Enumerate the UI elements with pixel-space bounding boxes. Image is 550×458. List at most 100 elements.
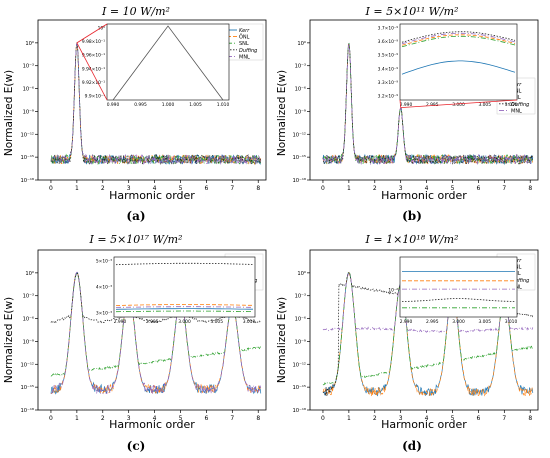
panel-b-xtick-label: 8 (528, 185, 532, 192)
panel-c-xtick-label: 8 (256, 415, 260, 422)
panel-c-xlabel: Harmonic order (109, 418, 195, 431)
panel-b-inset-xtick: 3.000 (452, 102, 465, 108)
panel-c-inset-curve (115, 308, 253, 310)
panel-d-title: I = 1×10¹⁸ W/m² (365, 233, 459, 246)
panel-c-xtick-label: 7 (230, 415, 234, 422)
panel-a-xtick-label: 1 (75, 185, 79, 192)
panel-c-inset-xtick: 3.000 (178, 319, 191, 325)
panel-b-inset-xtick: 3.005 (478, 102, 491, 108)
panel-b-inset-ytick: 3.2×10⁻⁹ (378, 94, 399, 100)
panel-b-xtick-label: 6 (476, 185, 480, 192)
panel-a-inset: 0.990 0.995 1.000 1.005 1.010 9.9×10⁻¹ 9.92×10… (82, 23, 229, 108)
panel-a-legend-label: SNL (239, 41, 249, 47)
panel-c-xtick-label: 2 (101, 415, 105, 422)
panel-b-inset-ytick: 3.5×10⁻⁹ (378, 53, 399, 59)
panel-a-xtick-label: 0 (49, 185, 53, 192)
panel-d-inset-xtick: 3.000 (452, 319, 465, 325)
panel-b-xtick-label: 2 (373, 185, 377, 192)
panel-c-label: (c) (127, 439, 146, 453)
panel-d-xtick-label: 6 (476, 415, 480, 422)
panel-a-legend-label: Kerr (239, 28, 250, 34)
panel-d-legend-label: Duffing (511, 278, 529, 284)
panel-b-ytick-label: 10⁻¹² (293, 132, 307, 138)
panel-d-series-snl (322, 271, 534, 386)
panel-c-inset-curve (115, 262, 254, 266)
panel-a-ytick-label: 10⁻¹² (21, 132, 35, 138)
panel-a-inset-xtick: 1.000 (162, 102, 175, 108)
panel-c-ytick-label: 10⁻³ (23, 294, 34, 300)
panel-d-ylabel: Normalized E(w) (276, 297, 288, 383)
panel-d-plot: 01234567810⁻¹⁸10⁻¹⁵10⁻¹²10⁻⁹10⁻⁶10⁻³10⁰K… (293, 249, 539, 422)
panel-d-ytick-label: 10⁻⁶ (295, 317, 306, 323)
panel-b-series-group (322, 42, 534, 166)
panel-a-ylabel: Normalized E(w) (3, 70, 15, 156)
panel-c-series-group (50, 270, 262, 395)
panel-a-inset-xtick: 0.990 (107, 102, 120, 108)
panel-b: I = 5×10¹¹ W/m² 0 1 2 3 4 5 6 7 8 10⁻¹⁸ 10⁻¹⁵ 10⁻¹²… (276, 5, 539, 223)
panel-b-ytick-label: 10⁻¹⁵ (293, 155, 307, 161)
panel-b-ytick-label: 10⁻¹⁸ (293, 178, 307, 184)
panel-a-inset-ytick: 9.96×10⁻¹ (82, 53, 105, 59)
panel-d-ytick-label: 10⁻⁹ (295, 339, 306, 345)
panel-d-ytick-label: 10⁻¹⁵ (293, 385, 307, 391)
panel-a-inset-xtick: 0.995 (134, 102, 147, 108)
panel-c-inset-curve (115, 306, 253, 308)
panel-a-xtick-label: 6 (204, 185, 208, 192)
panel-c-inset-frame (113, 256, 256, 318)
panel-b-inset-ytick: 3.4×10⁻⁹ (378, 66, 399, 72)
panel-c-xtick-label: 0 (49, 415, 53, 422)
panel-a-ytick-label: 10⁰ (25, 41, 34, 47)
panel-b-inset-xtick: 2.995 (426, 102, 439, 108)
panel-b-inset: 2.990 2.995 3.000 3.005 3.010 3.2×10⁻⁹ 3.3×10⁻… (378, 23, 517, 108)
panel-a-xtick-label: 5 (179, 185, 183, 192)
panel-d-inset-xtick: 3.005 (478, 319, 491, 325)
panel-d-xtick-label: 0 (321, 415, 325, 422)
panel-b-inset-curve (401, 32, 516, 45)
panel-a-legend-label: Duffing (239, 48, 257, 54)
panel-a-inset-ytick: 9.92×10⁻¹ (82, 80, 105, 86)
panel-b-ytick-label: 10⁰ (297, 41, 306, 47)
panel-a-legend-label: ÖNL (239, 34, 250, 41)
panel-c-inset-ytick: 4×10⁻³ (96, 285, 112, 291)
panel-d-xtick-label: 7 (502, 415, 506, 422)
panel-d-inset-xtick: 2.990 (400, 319, 413, 325)
panel-b-xlabel: Harmonic order (381, 189, 467, 202)
panel-a-ytick-label: 10⁻⁶ (23, 87, 34, 93)
panel-c-ytick-label: 10⁻¹⁵ (21, 385, 35, 391)
panel-c-inset-curve (115, 310, 253, 313)
panel-b-inset-curve (401, 35, 516, 48)
panel-a-inset-xtick: 1.005 (189, 102, 202, 108)
panel-c-inset-xtick: 2.990 (114, 319, 127, 325)
panel-b-ylabel: Normalized E(w) (276, 70, 288, 156)
panel-a-inset-peak (112, 25, 224, 101)
panel-d-inset-frame (399, 256, 518, 318)
panel-b-xtick-label: 5 (451, 185, 455, 192)
panel-c-inset-ytick: 5×10⁻³ (96, 259, 112, 265)
panel-d-ytick-label: 10⁰ (297, 271, 306, 277)
panel-b-xtick-label: 7 (502, 185, 506, 192)
panel-b-inset-ytick: 3.3×10⁻⁹ (378, 80, 399, 86)
panel-c-xtick-label: 5 (179, 415, 183, 422)
panel-c-inset: 2.990 2.995 3.000 3.005 3.010 3×10⁻³ 4×10⁻³ 5×1… (96, 256, 256, 325)
panel-d-xtick-label: 5 (451, 415, 455, 422)
panel-c-ytick-label: 10⁻⁹ (23, 339, 34, 345)
panel-a-inset-ytick: 9.98×10⁻¹ (82, 39, 105, 45)
panel-b-inset-xtick: 2.990 (400, 102, 413, 108)
panel-d-xtick-label: 4 (425, 415, 429, 422)
panel-c-ytick-label: 10⁻¹² (21, 362, 35, 368)
panel-d-inset: 2.990 2.995 3.000 3.005 3.010 10⁻² (388, 256, 518, 325)
panel-b-series-duffing (322, 43, 534, 166)
panel-b-label: (b) (402, 209, 422, 223)
panel-c-ylabel: Normalized E(w) (3, 297, 15, 383)
panel-d: I = 1×10¹⁸ W/m² 0 1 2 3 4 5 6 7 8 10⁻¹⁸ 10⁻¹⁵ 10⁻¹²… (276, 233, 539, 453)
panel-a-xtick-label: 4 (153, 185, 157, 192)
panel-a-xtick-label: 3 (127, 185, 131, 192)
panel-a-inset-ytick: 10⁰ (98, 26, 106, 32)
panel-b-xtick-label: 0 (321, 185, 325, 192)
panel-b-zoom-line (399, 99, 402, 108)
panel-a-label: (a) (126, 209, 145, 223)
panel-a-xtick-label: 8 (256, 185, 260, 192)
panel-a-zoom-line (76, 23, 108, 44)
panel-d-label: (d) (402, 439, 422, 453)
